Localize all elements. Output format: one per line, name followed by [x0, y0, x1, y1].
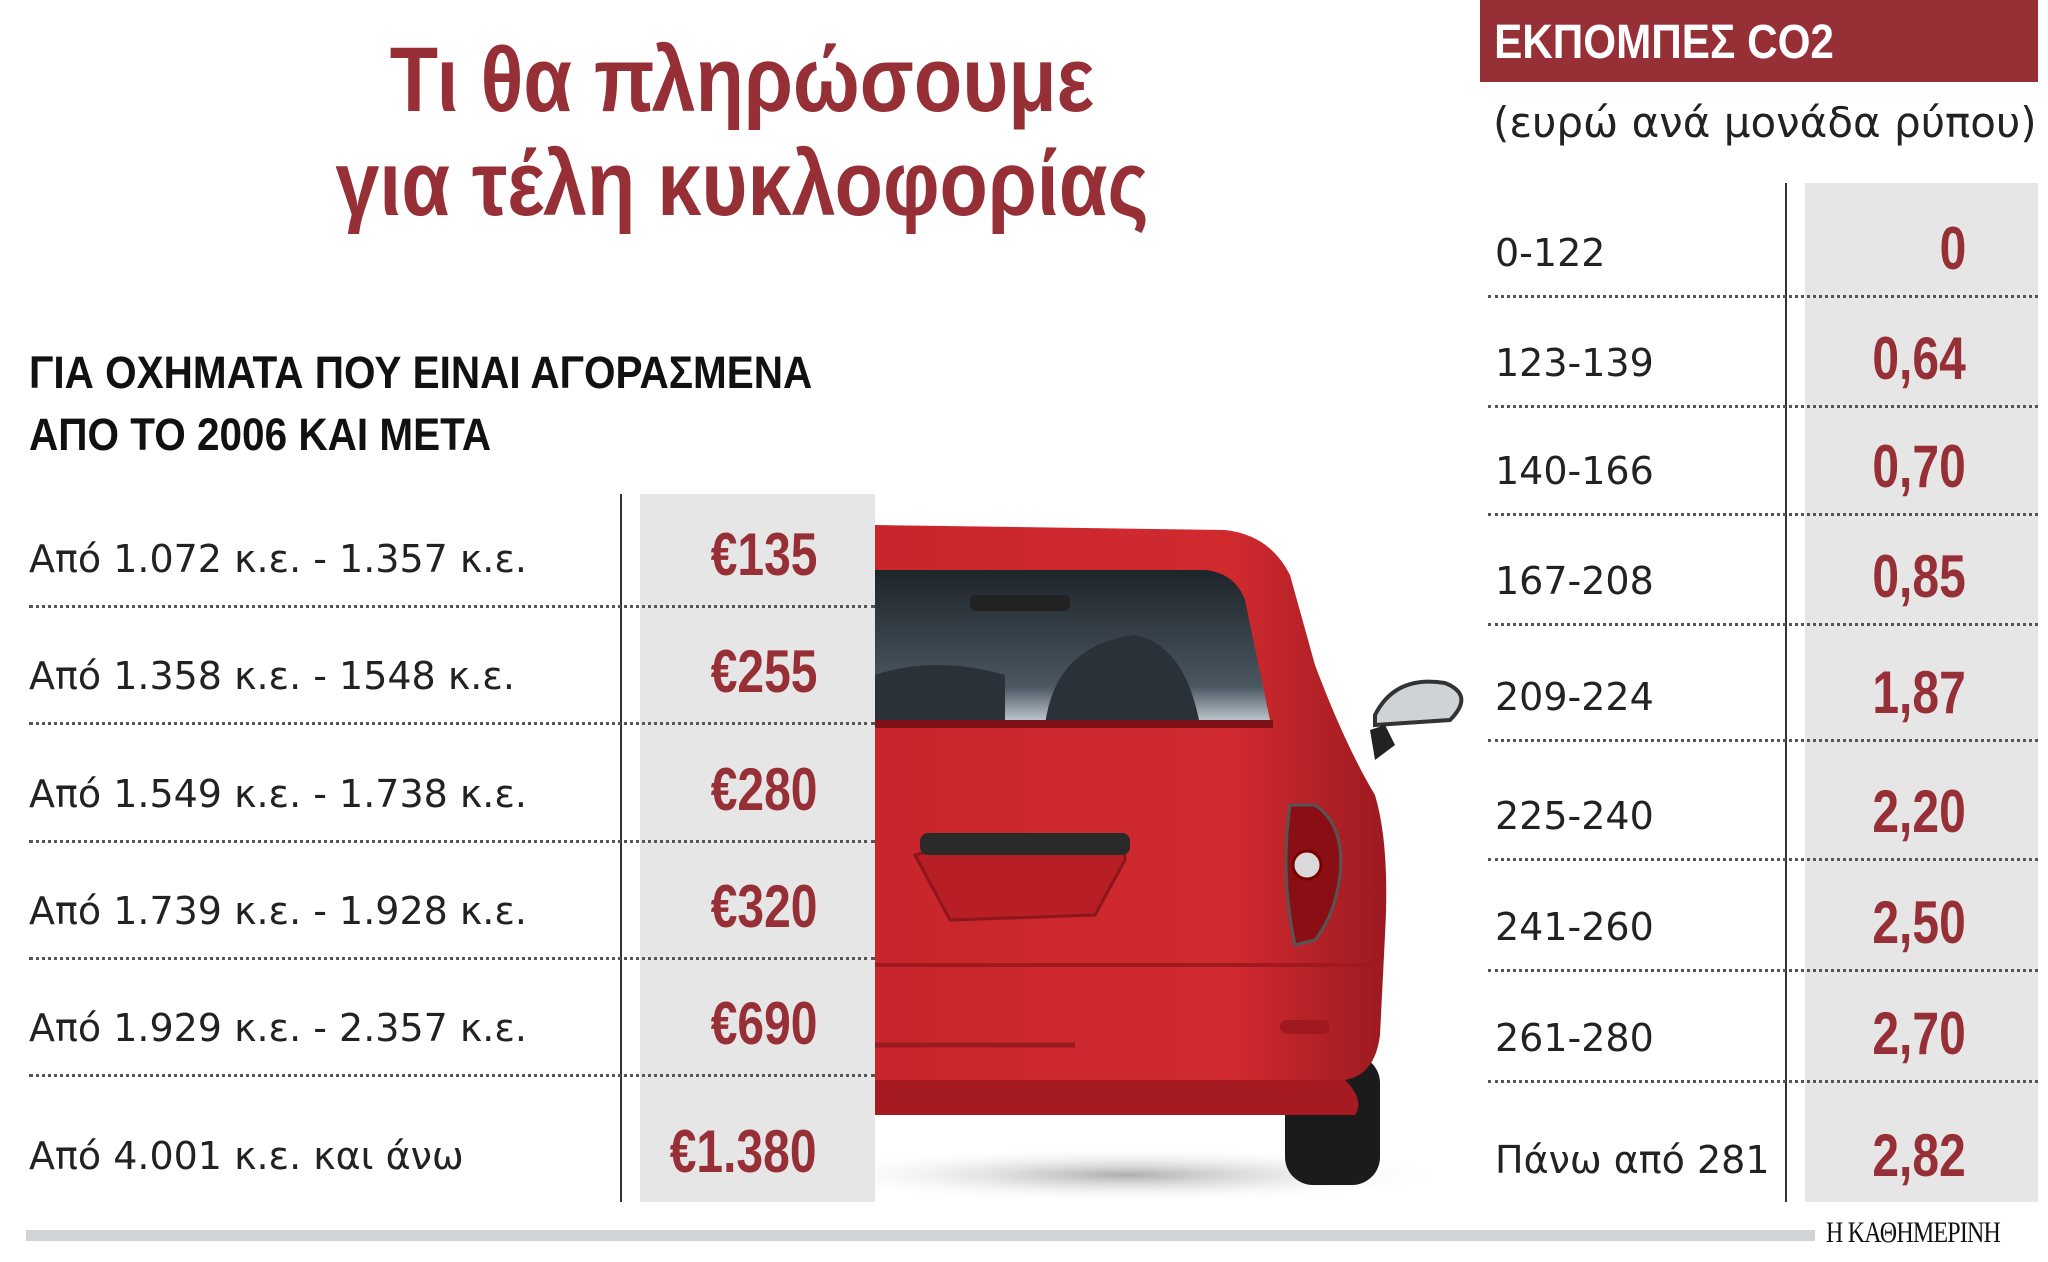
- row-divider: [1488, 739, 2038, 742]
- engine-table-row: Από 1.358 κ.ε. - 1548 κ.ε. €255: [29, 605, 875, 722]
- trunk-handle: [920, 833, 1130, 855]
- engine-range-label: Από 1.739 κ.ε. - 1.928 κ.ε.: [29, 889, 527, 933]
- engine-table-row: Από 1.929 κ.ε. - 2.357 κ.ε. €690: [29, 957, 875, 1074]
- engine-range-label: Από 4.001 κ.ε. και άνω: [29, 1134, 464, 1178]
- co2-table-row: 261-280 2,70: [1488, 969, 2038, 1080]
- row-divider: [29, 957, 875, 960]
- co2-table-row: Πάνω από 281 2,82: [1488, 1080, 2038, 1202]
- row-divider: [1488, 1080, 2038, 1083]
- engine-table-row: Από 1.549 κ.ε. - 1.738 κ.ε. €280: [29, 722, 875, 840]
- rearview-mirror: [970, 595, 1070, 611]
- engine-table-row: Από 4.001 κ.ε. και άνω €1.380: [29, 1074, 875, 1202]
- co2-range-label: 167-208: [1495, 559, 1654, 603]
- section-subtitle: ΓΙΑ ΟΧΗΜΑΤΑ ΠΟΥ ΕΙΝΑΙ ΑΓΟΡΑΣΜΕΝΑ ΑΠΟ ΤΟ …: [29, 342, 812, 466]
- engine-fee-value: €135: [710, 521, 817, 588]
- row-divider: [1488, 513, 2038, 516]
- co2-header-text: ΕΚΠΟΜΠΕΣ CO2: [1494, 16, 1834, 69]
- co2-rate-value: 0: [1939, 215, 1966, 282]
- co2-range-label: Πάνω από 281: [1495, 1138, 1770, 1182]
- co2-table-row: 0-122 0: [1488, 183, 2038, 295]
- co2-rate-value: 0,70: [1872, 433, 1966, 500]
- co2-rate-value: 0,85: [1872, 543, 1966, 610]
- engine-range-label: Από 1.929 κ.ε. - 2.357 κ.ε.: [29, 1006, 527, 1050]
- row-divider: [1488, 969, 2038, 972]
- engine-table-row: Από 1.739 κ.ε. - 1.928 κ.ε. €320: [29, 840, 875, 957]
- co2-rate-value: 2,50: [1872, 889, 1966, 956]
- co2-range-label: 0-122: [1495, 231, 1606, 275]
- co2-header: ΕΚΠΟΜΠΕΣ CO2: [1480, 0, 2038, 82]
- co2-table-row: 123-139 0,64: [1488, 295, 2038, 405]
- co2-range-label: 140-166: [1495, 449, 1654, 493]
- row-divider: [1488, 295, 2038, 298]
- engine-fee-value: €255: [710, 638, 817, 705]
- co2-range-label: 241-260: [1495, 905, 1654, 949]
- co2-table-row: 225-240 2,20: [1488, 739, 2038, 858]
- co2-table-row: 241-260 2,50: [1488, 858, 2038, 969]
- page-title: Τι θα πληρώσουμε για τέλη κυκλοφορίας: [104, 28, 1380, 236]
- engine-fee-value: €320: [710, 873, 817, 940]
- car-illustration: [875, 525, 1464, 1203]
- co2-table-divider: [1785, 183, 1787, 1202]
- co2-unit-label: (ευρώ ανά μονάδα ρύπου): [1493, 98, 2037, 147]
- engine-fee-value: €1.380: [670, 1118, 817, 1185]
- row-divider: [1488, 858, 2038, 861]
- co2-table-row: 209-224 1,87: [1488, 623, 2038, 739]
- co2-table-row: 167-208 0,85: [1488, 513, 2038, 623]
- engine-fee-value: €690: [710, 990, 817, 1057]
- publisher-logo: Η ΚΑΘΗΜΕΡΙΝΗ: [1826, 1216, 2001, 1249]
- engine-range-label: Από 1.072 κ.ε. - 1.357 κ.ε.: [29, 537, 527, 581]
- row-divider: [29, 605, 875, 608]
- subtitle-line-2: ΑΠΟ ΤΟ 2006 ΚΑΙ ΜΕΤΑ: [29, 409, 492, 460]
- engine-range-label: Από 1.358 κ.ε. - 1548 κ.ε.: [29, 654, 515, 698]
- co2-rate-value: 1,87: [1872, 659, 1966, 726]
- title-line-1: Τι θα πληρώσουμε: [389, 29, 1095, 131]
- row-divider: [1488, 623, 2038, 626]
- co2-range-label: 261-280: [1495, 1016, 1654, 1060]
- title-line-2: για τέλη κυκλοφορίας: [335, 133, 1149, 235]
- engine-table-row: Από 1.072 κ.ε. - 1.357 κ.ε. €135: [29, 494, 875, 605]
- row-divider: [1488, 405, 2038, 408]
- co2-range-label: 209-224: [1495, 675, 1654, 719]
- engine-table-divider: [620, 494, 622, 1202]
- footer-bar: [26, 1230, 1815, 1241]
- co2-rate-value: 0,64: [1872, 325, 1966, 392]
- co2-range-label: 225-240: [1495, 794, 1654, 838]
- engine-values-background: [640, 494, 875, 1202]
- row-divider: [29, 840, 875, 843]
- row-divider: [29, 1074, 875, 1077]
- engine-fee-value: €280: [710, 756, 817, 823]
- co2-rate-value: 2,20: [1872, 778, 1966, 845]
- side-mirror: [1373, 679, 1464, 728]
- row-divider: [29, 722, 875, 725]
- co2-rate-value: 2,70: [1872, 1000, 1966, 1067]
- subtitle-line-1: ΓΙΑ ΟΧΗΜΑΤΑ ΠΟΥ ΕΙΝΑΙ ΑΓΟΡΑΣΜΕΝΑ: [29, 347, 813, 398]
- co2-rate-value: 2,82: [1872, 1122, 1966, 1189]
- co2-table-row: 140-166 0,70: [1488, 405, 2038, 513]
- engine-range-label: Από 1.549 κ.ε. - 1.738 κ.ε.: [29, 772, 527, 816]
- co2-range-label: 123-139: [1495, 341, 1654, 385]
- co2-values-background: [1805, 183, 2038, 1202]
